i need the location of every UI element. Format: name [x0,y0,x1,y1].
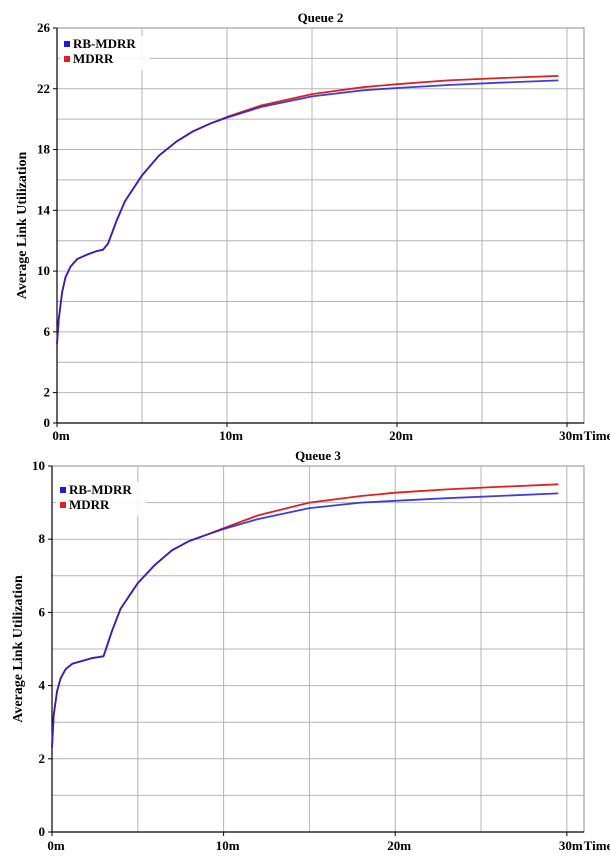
q3-x-tick-label: 0m [47,838,65,853]
q3-x-tick-label: 10m [216,838,240,853]
q3-y-tick-label: 8 [39,531,46,546]
q3-legend-label-rb-mdrr: RB-MDRR [69,482,132,497]
q3-x-tick-label: 20m [387,838,411,853]
q2-y-tick-label: 14 [37,202,51,217]
q3-y-tick-label: 10 [32,458,45,473]
q2-x-tick-label: 20m [389,428,413,440]
q2-y-tick-label: 2 [44,385,51,400]
q2-legend-box [60,36,150,70]
q2-x-tick-label: 10m [219,428,243,440]
q2-legend-swatch-mdrr [64,56,70,62]
q2-legend-label-rb-mdrr: RB-MDRR [73,36,136,51]
q2-y-tick-label: 0 [44,415,51,430]
q3-y-axis-label: Average Link Utilization [11,575,26,723]
q3-chart-title: Queue 3 [295,448,341,463]
q3-x-tick-label: 30m [559,838,583,853]
q3-legend-swatch-rb-mdrr [60,487,66,493]
q2-y-tick-label: 10 [37,263,50,278]
q2-y-tick-label: 26 [37,20,51,35]
q2-legend-swatch-rb-mdrr [64,41,70,47]
q3-legend-box [56,482,146,516]
queue-3-chart: 0 2 4 6 8 10 0m 10m 20m 30m Time Average Link Utili… [11,448,610,853]
q3-y-tick-label: 2 [39,751,46,766]
q2-y-tick-label: 6 [44,324,51,339]
q2-y-tick-label: 18 [37,142,51,157]
q2-x-tick-label: 30m [559,428,583,440]
q3-legend-swatch-mdrr [60,502,66,508]
q2-chart-title: Queue 2 [298,10,344,25]
q3-x-axis-label: Time [584,838,610,853]
q2-y-tick-label: 22 [37,81,50,96]
q2-x-axis-label: Time [584,428,610,440]
q2-x-tick-label: 0m [52,428,70,440]
q3-y-tick-label: 4 [39,678,46,693]
q2-y-axis-label: Average Link Utilization [15,152,30,300]
q3-y-tick-label: 0 [39,824,46,839]
q2-legend-label-mdrr: MDRR [73,51,114,66]
q2-series-rb-mdrr-line [56,79,559,345]
q3-series-rb-mdrr-line [51,492,559,748]
q2-plot-area [56,27,585,424]
q3-y-tick-label: 6 [39,604,46,619]
q3-legend-label-mdrr: MDRR [69,497,110,512]
